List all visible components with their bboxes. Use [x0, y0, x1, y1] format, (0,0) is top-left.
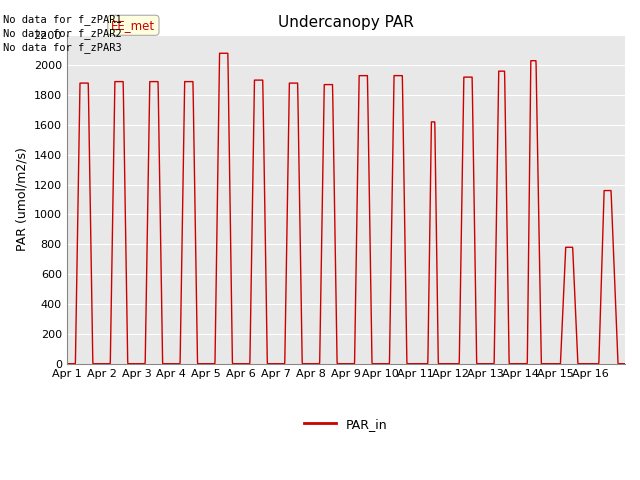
Text: No data for f_zPAR2: No data for f_zPAR2	[3, 28, 122, 39]
Title: Undercanopy PAR: Undercanopy PAR	[278, 15, 414, 30]
Text: No data for f_zPAR1: No data for f_zPAR1	[3, 13, 122, 24]
Text: EE_met: EE_met	[111, 19, 156, 32]
Legend: PAR_in: PAR_in	[300, 413, 392, 436]
Y-axis label: PAR (umol/m2/s): PAR (umol/m2/s)	[15, 147, 28, 252]
Text: No data for f_zPAR3: No data for f_zPAR3	[3, 42, 122, 53]
